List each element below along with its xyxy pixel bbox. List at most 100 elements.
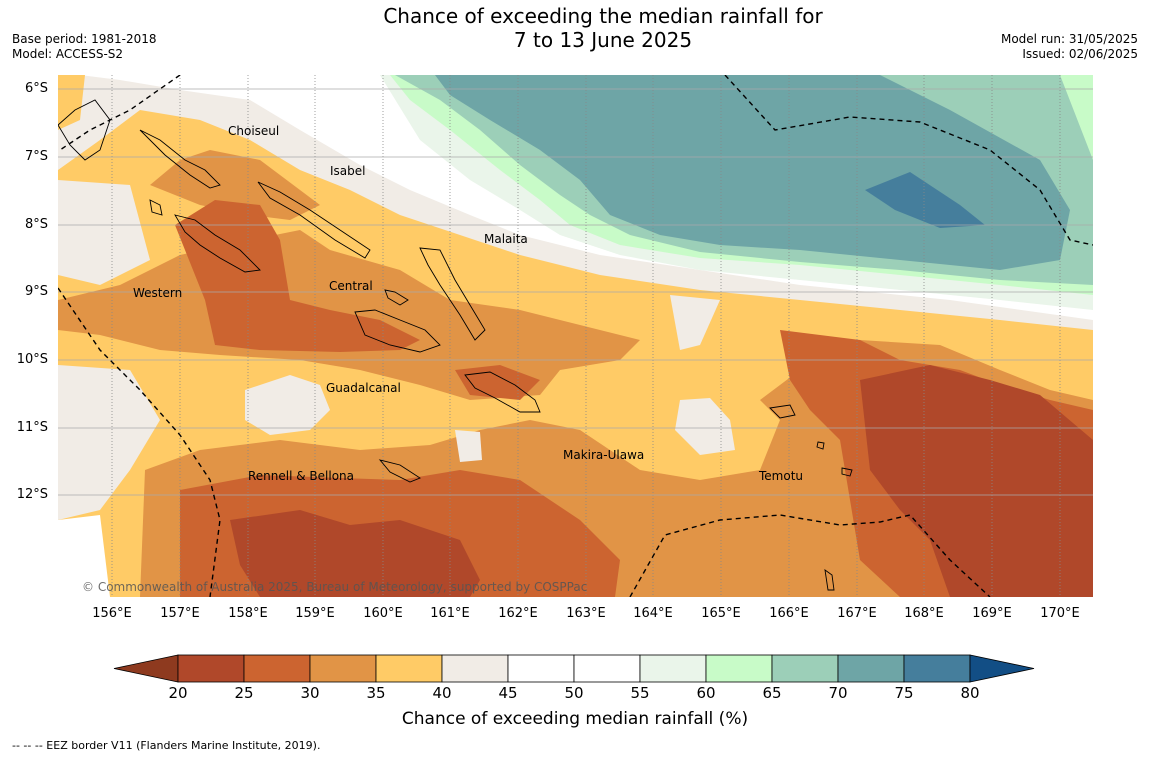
lat-label: 7°S: [24, 149, 48, 164]
lon-label: 166°E: [769, 606, 809, 621]
colorbar-tick: 30: [300, 684, 320, 702]
lon-label: 164°E: [633, 606, 673, 621]
field-sw-45-55: [58, 515, 110, 597]
lon-label: 158°E: [228, 606, 268, 621]
lon-label: 170°E: [1040, 606, 1080, 621]
colorbar-tick: 60: [696, 684, 716, 702]
field-east-40-45: [675, 398, 735, 455]
model-name: Model: ACCESS-S2: [12, 47, 124, 61]
lon-label: 160°E: [363, 606, 403, 621]
field-70-75: [435, 75, 1070, 270]
region-label-malaita: Malaita: [484, 232, 528, 246]
meta-right: Model run: 31/05/2025 Issued: 02/06/2025: [1001, 32, 1138, 62]
island-bougainville: [58, 99, 111, 161]
region-label-temotu: Temotu: [759, 469, 804, 483]
field-guadal-40-45: [245, 375, 330, 435]
title-line-2: 7 to 13 June 2025: [513, 28, 693, 52]
colorbar-cell: [309, 654, 377, 683]
region-label-rennell-bellona: Rennell & Bellona: [248, 469, 355, 483]
island-makira: [464, 371, 541, 413]
colorbar-extend-high: [969, 654, 1035, 683]
island-rennell: [378, 459, 421, 483]
field-sw-40-45: [58, 365, 160, 520]
region-label-choiseul: Choiseul: [228, 124, 280, 138]
colorbar-extend-low: [113, 654, 179, 683]
colorbar-cell: [243, 654, 311, 683]
island-vanuatu-north: [824, 569, 835, 591]
colorbar-cell: [441, 654, 509, 683]
colorbar-tick: 70: [828, 684, 848, 702]
colorbar-tick: 75: [894, 684, 914, 702]
colorbar-cell: [837, 654, 905, 683]
island-isabel: [257, 181, 371, 259]
field-west-40-45: [58, 180, 150, 285]
region-label-guadalcanal: Guadalcanal: [326, 381, 401, 395]
island-choiseul: [139, 129, 221, 189]
colorbar-cell: [375, 654, 443, 683]
colorbar-cell: [573, 654, 641, 683]
region-label-central: Central: [329, 279, 373, 293]
lon-label: 159°E: [295, 606, 335, 621]
colorbar-tick: 20: [168, 684, 188, 702]
lon-label: 161°E: [430, 606, 470, 621]
region-label-makira-ulawa: Makira-Ulawa: [563, 448, 645, 462]
colorbar-cell: [507, 654, 575, 683]
title-line-1: Chance of exceeding the median rainfall …: [383, 4, 823, 28]
field-east-20-25: [860, 365, 1093, 597]
lon-label: 163°E: [566, 606, 606, 621]
colorbar-cell: [639, 654, 707, 683]
lon-label: 168°E: [904, 606, 944, 621]
map-fields: [58, 75, 1093, 597]
island-guadalcanal: [354, 309, 441, 353]
issued-date: Issued: 02/06/2025: [1022, 47, 1138, 61]
lon-label: 169°E: [972, 606, 1012, 621]
field-central-25-30: [175, 200, 420, 352]
island-malaita: [419, 247, 486, 341]
colorbar-cell: [705, 654, 773, 683]
island-utupua: [841, 467, 853, 477]
copyright-notice: © Commonwealth of Australia 2025, Bureau…: [82, 580, 588, 594]
field-small-40-45: [455, 430, 482, 462]
field-mid-40-45: [670, 295, 720, 350]
meta-left: Base period: 1981-2018 Model: ACCESS-S2: [12, 32, 157, 62]
colorbar-label: Chance of exceeding median rainfall (%): [401, 709, 749, 729]
field-75-80: [865, 172, 985, 228]
region-label-isabel: Isabel: [330, 164, 366, 178]
lon-label: 165°E: [701, 606, 741, 621]
lat-label: 9°S: [24, 284, 48, 299]
colorbar: [113, 654, 1035, 683]
rainfall-map: [58, 75, 1093, 597]
island-santa-cruz: [769, 404, 796, 419]
island-shortland: [149, 199, 163, 216]
colorbar-tick: 40: [432, 684, 452, 702]
lat-label: 12°S: [16, 487, 48, 502]
lat-label: 6°S: [24, 81, 48, 96]
latitude-gridlines: [58, 88, 1093, 496]
model-run: Model run: 31/05/2025: [1000, 32, 1138, 46]
colorbar-tick: 25: [234, 684, 254, 702]
colorbar-tick: 65: [762, 684, 782, 702]
colorbar-cells: [113, 654, 1035, 683]
base-period: Base period: 1981-2018: [12, 32, 157, 46]
longitude-gridlines: [111, 75, 1061, 597]
island-vanikoro: [816, 441, 825, 450]
colorbar-cell: [903, 654, 971, 683]
lon-label: 167°E: [837, 606, 877, 621]
chart-title: Chance of exceeding the median rainfall …: [0, 4, 1150, 52]
lat-label: 8°S: [24, 217, 48, 232]
lon-label: 162°E: [498, 606, 538, 621]
colorbar-tick: 50: [564, 684, 584, 702]
island-new-georgia: [174, 214, 261, 273]
lat-label: 11°S: [16, 420, 48, 435]
lon-label: 157°E: [160, 606, 200, 621]
lon-label: 156°E: [92, 606, 132, 621]
colorbar-tick: 35: [366, 684, 386, 702]
region-label-western: Western: [133, 286, 183, 300]
colorbar-cell: [177, 654, 245, 683]
field-south-20-25: [230, 510, 480, 597]
island-outlines: [58, 99, 853, 591]
island-florida: [384, 289, 409, 306]
colorbar-tick: 45: [498, 684, 518, 702]
lat-label: 10°S: [16, 352, 48, 367]
colorbar-tick: 80: [960, 684, 980, 702]
